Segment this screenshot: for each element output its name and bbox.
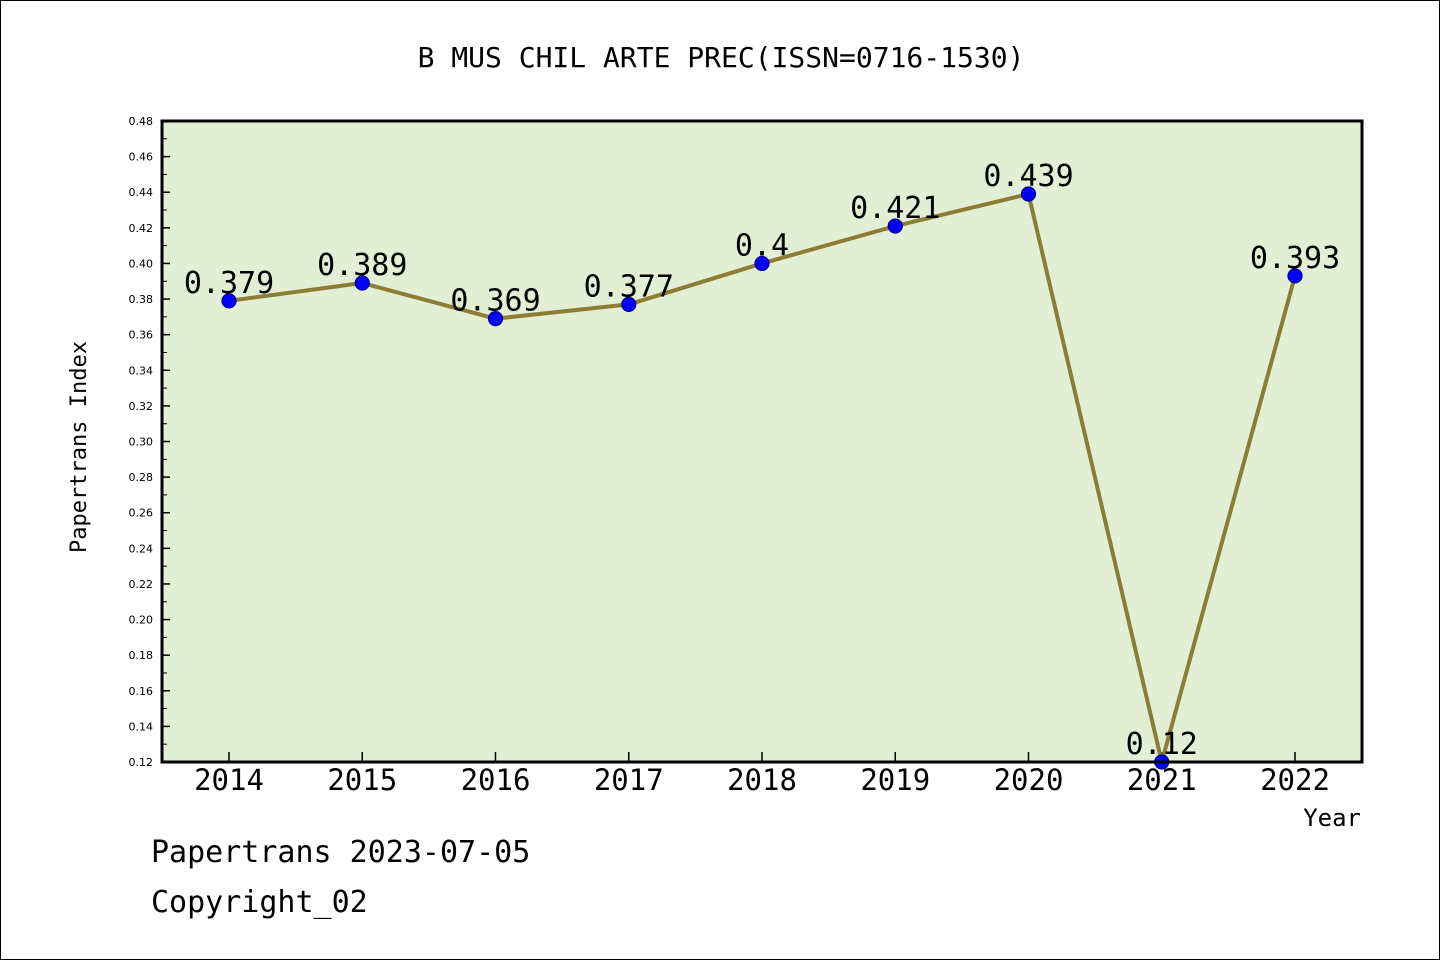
y-tick-label: 0.30 <box>129 436 154 449</box>
y-tick-label: 0.32 <box>129 400 154 413</box>
y-tick-label: 0.48 <box>129 115 154 128</box>
x-tick-label: 2022 <box>1260 763 1330 797</box>
data-label: 0.421 <box>850 191 940 226</box>
data-point <box>754 255 770 272</box>
y-axis-ticks: 0.12 0.14 0.16 0.18 0.20 0.22 0.24 0.26 0.28 0.30… <box>129 115 170 769</box>
y-tick-label: 0.26 <box>129 507 154 520</box>
y-tick-label: 0.28 <box>129 471 154 484</box>
y-tick-label: 0.34 <box>129 364 154 377</box>
y-tick-label: 0.22 <box>129 578 154 591</box>
data-label: 0.369 <box>450 284 540 319</box>
y-tick-label: 0.44 <box>129 186 154 199</box>
data-point <box>487 311 504 327</box>
y-axis-label: Papertrans Index <box>67 341 92 553</box>
x-tick-label: 2016 <box>461 763 531 797</box>
x-tick-label: 2019 <box>860 763 930 797</box>
data-label: 0.12 <box>1126 727 1198 762</box>
data-label: 0.389 <box>317 248 407 283</box>
data-label-layer: 0.379 0.389 0.369 0.377 0.4 0.421 0.439 0.12 0.3… <box>184 159 1340 762</box>
x-tick-label: 2018 <box>727 763 797 797</box>
y-tick-label: 0.12 <box>129 756 154 769</box>
y-tick-label: 0.42 <box>129 222 154 235</box>
data-point <box>221 293 237 309</box>
y-tick-label: 0.38 <box>129 293 154 306</box>
footer-source: Papertrans 2023-07-05 <box>151 835 531 870</box>
data-point <box>1020 186 1037 202</box>
data-label: 0.393 <box>1250 241 1340 276</box>
y-tick-label: 0.20 <box>129 614 154 627</box>
data-label: 0.377 <box>584 269 674 304</box>
y-tick-label: 0.36 <box>129 329 154 342</box>
footer-copyright: Copyright_02 <box>151 885 368 920</box>
chart-title: B MUS CHIL ARTE PREC(ISSN=0716-1530) <box>418 41 1025 74</box>
data-label: 0.379 <box>184 266 274 301</box>
data-point <box>354 275 370 291</box>
y-tick-label: 0.18 <box>129 649 154 662</box>
data-point <box>1287 268 1303 284</box>
y-tick-label: 0.40 <box>129 257 154 270</box>
x-tick-label: 2017 <box>594 763 664 797</box>
plot-border <box>160 119 1364 764</box>
data-point <box>621 296 637 312</box>
data-point <box>887 218 903 234</box>
data-label: 0.4 <box>735 228 789 263</box>
x-tick-label: 2014 <box>194 763 264 797</box>
x-tick-label: 2020 <box>994 763 1064 797</box>
y-tick-label: 0.24 <box>129 542 154 555</box>
data-label: 0.439 <box>983 159 1073 194</box>
x-axis-ticks: 2014 2015 2016 2017 2018 2019 2020 2021 2022 <box>194 752 1330 797</box>
x-tick-label: 2015 <box>327 763 397 797</box>
y-tick-label: 0.46 <box>129 151 154 164</box>
x-axis-label: Year <box>1303 804 1361 832</box>
y-tick-label: 0.14 <box>129 720 154 733</box>
series-layer <box>221 186 1303 770</box>
plot-area <box>162 121 1362 762</box>
y-tick-label: 0.16 <box>129 685 154 698</box>
